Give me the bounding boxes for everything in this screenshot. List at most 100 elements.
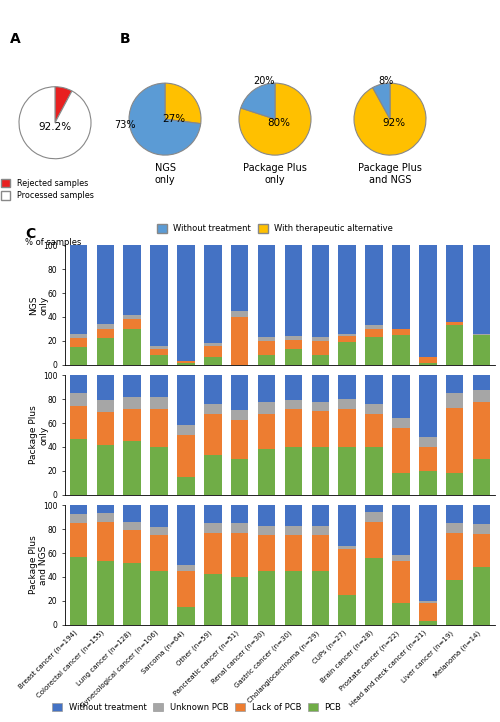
Bar <box>231 523 248 533</box>
Bar <box>177 571 194 606</box>
Bar <box>284 447 302 495</box>
Bar <box>366 329 383 337</box>
Bar <box>150 355 168 365</box>
Wedge shape <box>372 83 390 119</box>
Y-axis label: Package Plus
and NGS: Package Plus and NGS <box>29 536 48 594</box>
Bar <box>204 404 222 414</box>
Bar <box>392 245 409 329</box>
Bar <box>96 445 114 495</box>
Bar <box>204 456 222 495</box>
Bar <box>419 447 436 471</box>
Bar <box>258 535 276 571</box>
Bar <box>124 522 141 531</box>
Bar <box>446 245 464 322</box>
Bar <box>258 449 276 495</box>
Bar <box>177 361 194 363</box>
Bar <box>231 245 248 311</box>
Bar <box>446 533 464 580</box>
Bar <box>419 471 436 495</box>
Wedge shape <box>129 83 200 155</box>
Bar <box>446 326 464 365</box>
Bar <box>446 408 464 473</box>
Bar <box>392 375 409 418</box>
Bar <box>150 245 168 346</box>
Bar <box>338 334 356 336</box>
Bar <box>70 406 87 438</box>
Bar <box>312 535 329 571</box>
Bar <box>338 595 356 625</box>
Text: 8%: 8% <box>379 77 394 87</box>
Bar <box>473 459 490 495</box>
Bar <box>124 319 141 329</box>
Bar <box>419 375 436 438</box>
Bar <box>338 399 356 409</box>
Bar <box>204 357 222 365</box>
Bar <box>392 418 409 428</box>
Bar <box>284 409 302 447</box>
Text: 80%: 80% <box>267 118 290 128</box>
Bar <box>312 401 329 411</box>
Bar <box>392 603 409 625</box>
Text: 73%: 73% <box>114 120 136 129</box>
Bar <box>124 315 141 319</box>
Bar <box>124 531 141 562</box>
Text: B: B <box>120 32 130 46</box>
Bar <box>258 355 276 365</box>
Bar <box>446 580 464 625</box>
Bar <box>96 522 114 562</box>
Bar <box>204 575 222 625</box>
Title: NGS
only: NGS only <box>154 163 176 185</box>
Bar <box>150 571 168 625</box>
Bar <box>70 339 87 347</box>
Legend: Without treatment, Unknown PCB, Lack of PCB, PCB: Without treatment, Unknown PCB, Lack of … <box>52 703 342 712</box>
Bar <box>473 390 490 401</box>
Bar <box>70 375 87 393</box>
Bar <box>419 357 436 363</box>
Bar <box>446 505 464 523</box>
Bar <box>150 505 168 527</box>
Bar <box>284 336 302 339</box>
Bar <box>419 505 436 601</box>
Bar <box>312 355 329 365</box>
Bar <box>96 513 114 522</box>
Bar <box>419 363 436 365</box>
Bar <box>258 341 276 355</box>
Bar <box>204 505 222 523</box>
Bar <box>124 329 141 365</box>
Bar <box>366 447 383 495</box>
Bar <box>258 571 276 625</box>
Bar <box>366 414 383 447</box>
Text: C: C <box>25 227 35 241</box>
Bar <box>366 522 383 558</box>
Bar <box>392 473 409 495</box>
Bar <box>96 412 114 445</box>
Bar <box>284 505 302 526</box>
Bar <box>446 523 464 533</box>
Bar <box>204 523 222 533</box>
Bar <box>177 565 194 571</box>
Bar <box>366 337 383 365</box>
Bar <box>312 411 329 447</box>
Bar <box>312 341 329 355</box>
Wedge shape <box>165 83 201 123</box>
Bar <box>231 375 248 410</box>
Bar <box>150 527 168 535</box>
Legend: Rejected samples, Processed samples: Rejected samples, Processed samples <box>0 179 94 200</box>
Bar <box>338 336 356 342</box>
Bar <box>284 245 302 336</box>
Bar <box>473 524 490 534</box>
Bar <box>177 606 194 625</box>
Bar <box>312 245 329 337</box>
Title: Package Plus
only: Package Plus only <box>243 163 307 185</box>
Bar <box>124 375 141 397</box>
Bar <box>392 562 409 603</box>
Bar <box>231 410 248 419</box>
Bar <box>473 534 490 567</box>
Bar <box>124 397 141 409</box>
Bar <box>392 329 409 335</box>
Bar <box>70 334 87 339</box>
Bar <box>473 335 490 365</box>
Bar <box>366 505 383 512</box>
Bar <box>312 375 329 401</box>
Y-axis label: NGS
only: NGS only <box>29 295 48 315</box>
